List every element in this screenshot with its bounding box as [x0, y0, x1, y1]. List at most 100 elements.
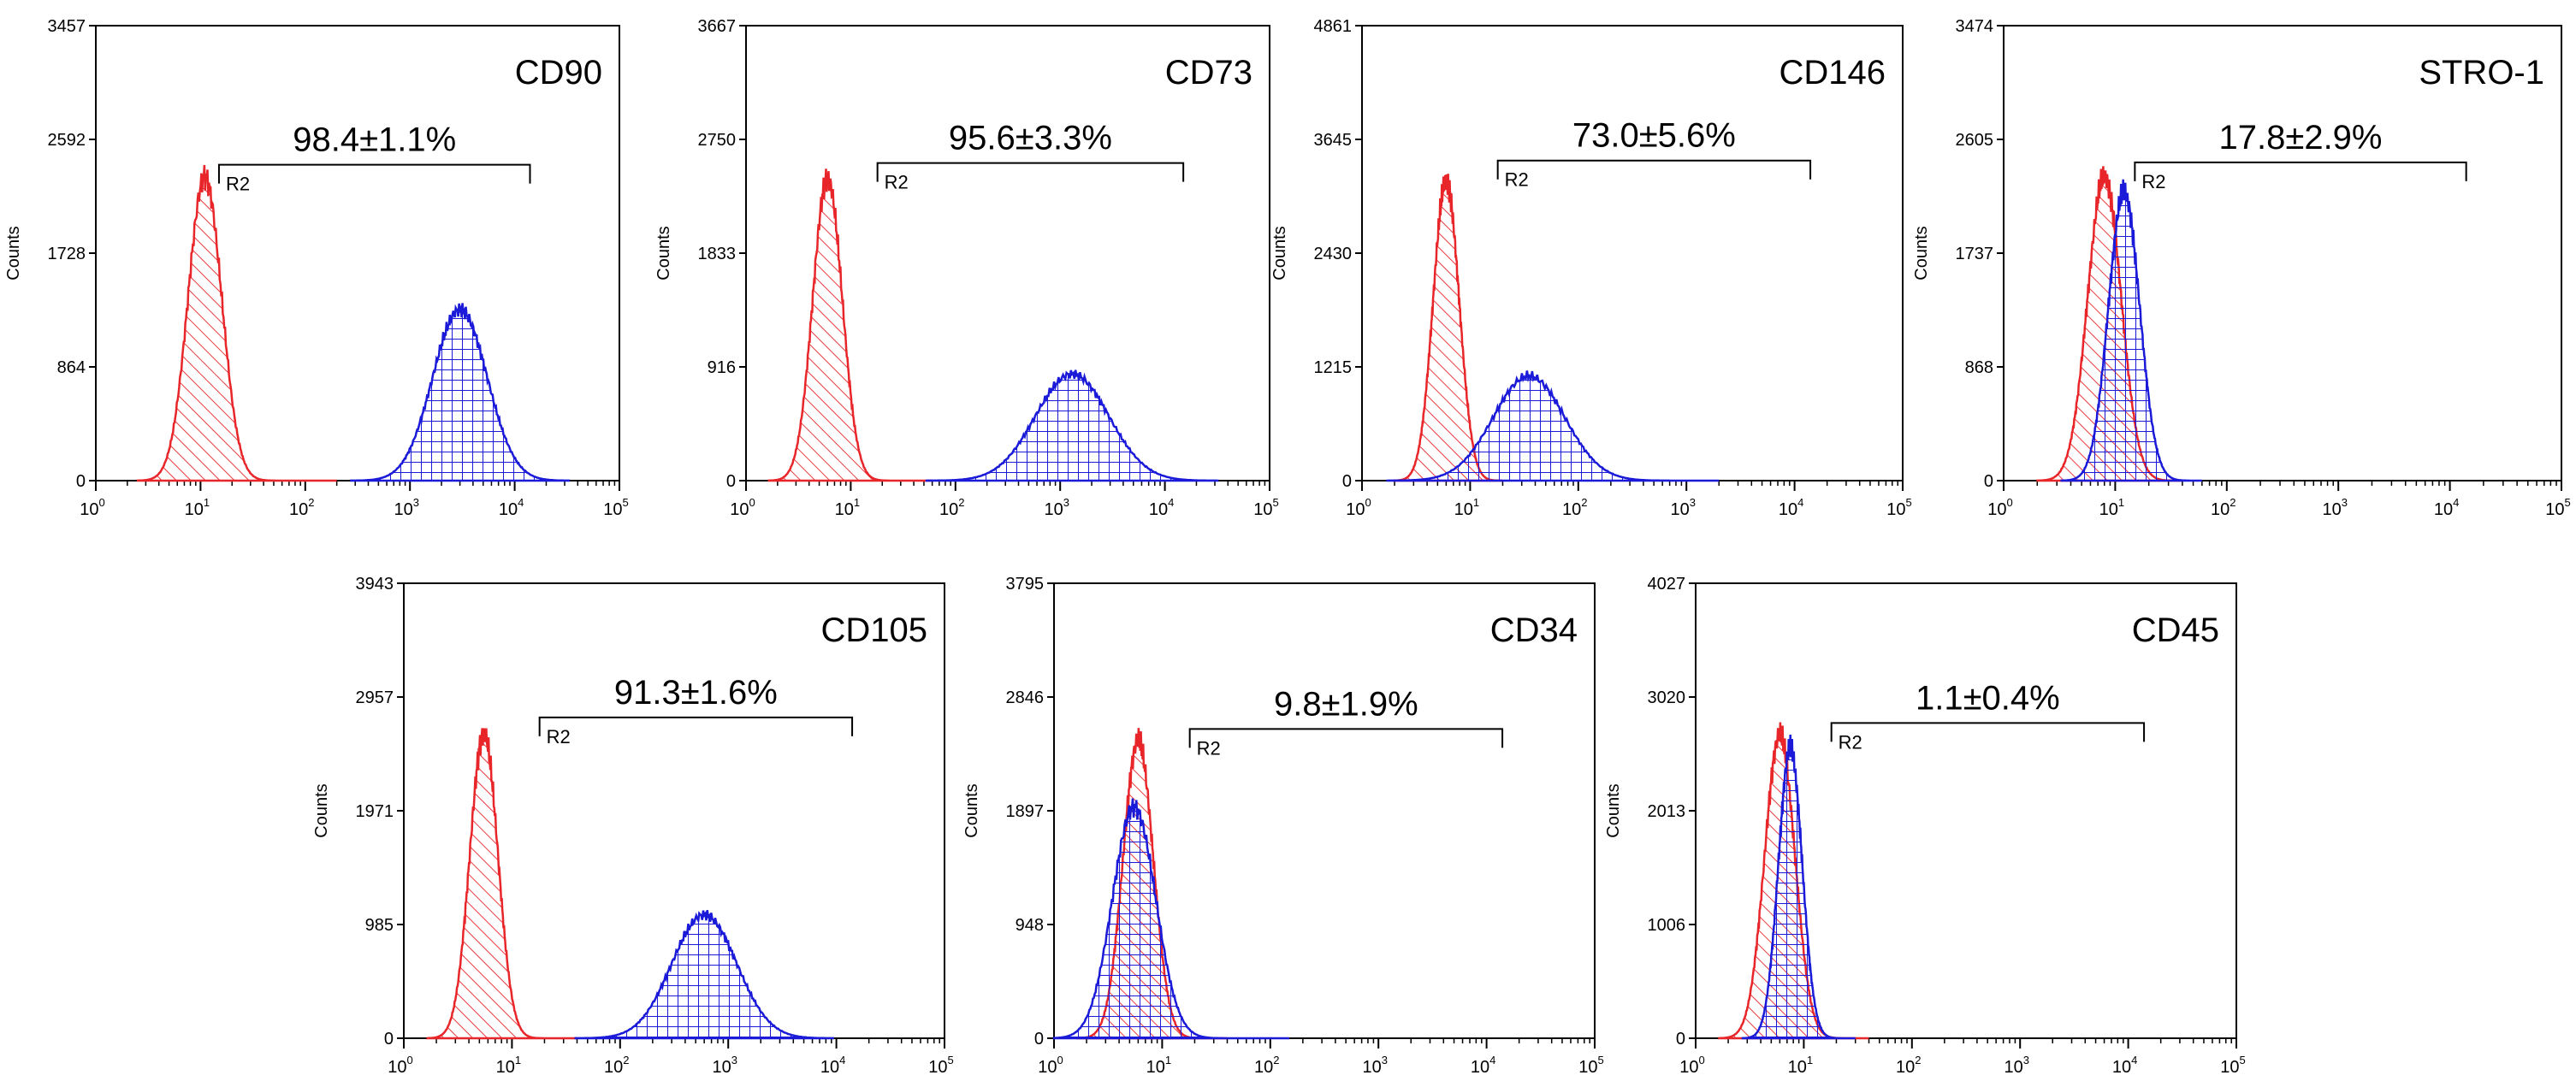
x-tick-label: 105 — [928, 1054, 953, 1077]
y-axis-label: Counts — [962, 783, 981, 837]
y-tick-label: 2592 — [48, 131, 86, 150]
marker-title: CD90 — [515, 54, 602, 92]
y-tick-label: 0 — [1984, 472, 1993, 491]
y-tick-label: 2750 — [698, 131, 737, 150]
histogram-marker — [574, 910, 834, 1040]
histogram-marker — [1741, 734, 1856, 1040]
x-tick-label: 103 — [1044, 496, 1069, 519]
plot-frame — [95, 25, 620, 481]
x-tick-label: 101 — [1146, 1054, 1171, 1077]
x-tick-label: 104 — [1779, 496, 1803, 519]
y-tick-label: 2605 — [1956, 131, 1994, 150]
y-tick-label: 3020 — [1648, 688, 1686, 707]
y-tick-label: 1971 — [356, 802, 394, 821]
y-axis-label: Counts — [1270, 226, 1289, 280]
x-tick-label: 104 — [499, 496, 524, 519]
y-tick-label: 2013 — [1648, 802, 1686, 821]
y-tick-label: 4861 — [1314, 17, 1353, 36]
x-tick-label: 104 — [1149, 496, 1174, 519]
y-tick-label: 3795 — [1006, 575, 1045, 594]
y-tick-label: 2430 — [1314, 245, 1353, 263]
percent-positive: 95.6±3.3% — [949, 120, 1112, 157]
x-tick-label: 102 — [1896, 1054, 1921, 1077]
y-tick-label: 3474 — [1956, 17, 1994, 36]
y-axis-label: Counts — [4, 226, 23, 280]
gate-bracket — [1830, 722, 2146, 742]
x-tick-label: 100 — [1346, 496, 1371, 519]
x-tick-label: 102 — [2211, 496, 2235, 519]
x-tick-label: 100 — [730, 496, 755, 519]
y-tick-label: 1728 — [48, 245, 86, 263]
x-tick-label: 103 — [2004, 1054, 2028, 1077]
y-tick-label: 3645 — [1314, 131, 1353, 150]
x-tick-label: 101 — [2099, 496, 2124, 519]
x-tick-label: 103 — [1362, 1054, 1387, 1077]
gate-label: R2 — [226, 174, 250, 195]
panel-cd45: 0 1006 2013 3020 4027 Counts 100 101 102 103 104 10… — [1604, 575, 2246, 1077]
x-tick-label: 102 — [1254, 1054, 1279, 1077]
x-tick-label: 105 — [2545, 496, 2570, 519]
gate-bracket — [538, 716, 854, 736]
panel-cd73: 0 916 1833 2750 3667 Counts 100 101 102 103 104 105… — [654, 17, 1279, 519]
panel-stro-1: 0 868 1737 2605 3474 Counts 100 101 102 103 104 105… — [1912, 17, 2571, 519]
y-tick-label: 3943 — [356, 575, 394, 594]
y-axis-label: Counts — [1912, 226, 1931, 280]
y-tick-label: 2957 — [356, 688, 394, 707]
marker-title: CD146 — [1779, 54, 1886, 92]
gate-label: R2 — [547, 726, 571, 747]
y-axis-label: Counts — [1604, 783, 1623, 837]
panel-cd34: 0 948 1897 2846 3795 Counts 100 101 102 103 104 105… — [962, 575, 1604, 1077]
histogram-isotype — [136, 164, 337, 482]
percent-positive: 9.8±1.9% — [1274, 685, 1418, 723]
marker-title: CD45 — [2132, 611, 2219, 649]
histogram-marker — [925, 369, 1219, 482]
y-tick-label: 3457 — [48, 17, 86, 36]
marker-title: CD73 — [1165, 54, 1252, 92]
gate-bracket — [2134, 161, 2467, 181]
y-axis-label: Counts — [312, 783, 331, 837]
y-tick-label: 868 — [1965, 358, 1993, 377]
gate-bracket — [1496, 159, 1812, 180]
x-tick-label: 104 — [1471, 1054, 1495, 1077]
x-tick-label: 104 — [820, 1054, 845, 1077]
x-tick-label: 105 — [1253, 496, 1278, 519]
y-tick-label: 1215 — [1314, 358, 1353, 377]
y-tick-label: 0 — [726, 472, 736, 491]
x-tick-label: 105 — [603, 496, 628, 519]
histogram-marker — [2060, 179, 2202, 482]
x-tick-label: 103 — [1670, 496, 1695, 519]
panel-cd146: 0 1215 2430 3645 4861 Counts 100 101 102 103 104 10… — [1270, 17, 1912, 519]
panel-cd90: 0 864 1728 2592 3457 Counts 100 101 102 103 104 105… — [4, 17, 629, 519]
x-tick-label: 101 — [1788, 1054, 1813, 1077]
gate-label: R2 — [1197, 737, 1221, 759]
gate-label: R2 — [1839, 731, 1862, 753]
x-tick-label: 103 — [2322, 496, 2347, 519]
x-tick-label: 102 — [939, 496, 964, 519]
x-tick-label: 103 — [712, 1054, 737, 1077]
y-tick-label: 916 — [708, 358, 736, 377]
panel-cd105: 0 985 1971 2957 3943 Counts 100 101 102 103 104 105… — [312, 575, 954, 1077]
histogram-marker — [1386, 370, 1720, 482]
x-tick-label: 100 — [1987, 496, 2012, 519]
gate-label: R2 — [1505, 169, 1529, 191]
percent-positive: 17.8±2.9% — [2219, 119, 2383, 157]
y-tick-label: 1737 — [1956, 245, 1994, 263]
y-tick-label: 985 — [365, 916, 394, 935]
x-tick-label: 105 — [1886, 496, 1911, 519]
gate-label: R2 — [885, 172, 909, 193]
gate-label: R2 — [2141, 171, 2165, 192]
y-tick-label: 0 — [1034, 1030, 1044, 1049]
histogram-marker — [349, 303, 571, 482]
marker-title: CD34 — [1490, 611, 1578, 649]
x-tick-label: 102 — [289, 496, 314, 519]
histogram-isotype — [767, 168, 933, 482]
x-tick-label: 105 — [2220, 1054, 2245, 1077]
x-tick-label: 105 — [1578, 1054, 1603, 1077]
gate-bracket — [1188, 728, 1504, 748]
x-tick-label: 100 — [80, 496, 104, 519]
marker-title: STRO-1 — [2419, 54, 2544, 92]
y-tick-label: 0 — [1676, 1030, 1685, 1049]
histogram-marker — [1052, 798, 1290, 1040]
y-tick-label: 0 — [384, 1030, 394, 1049]
